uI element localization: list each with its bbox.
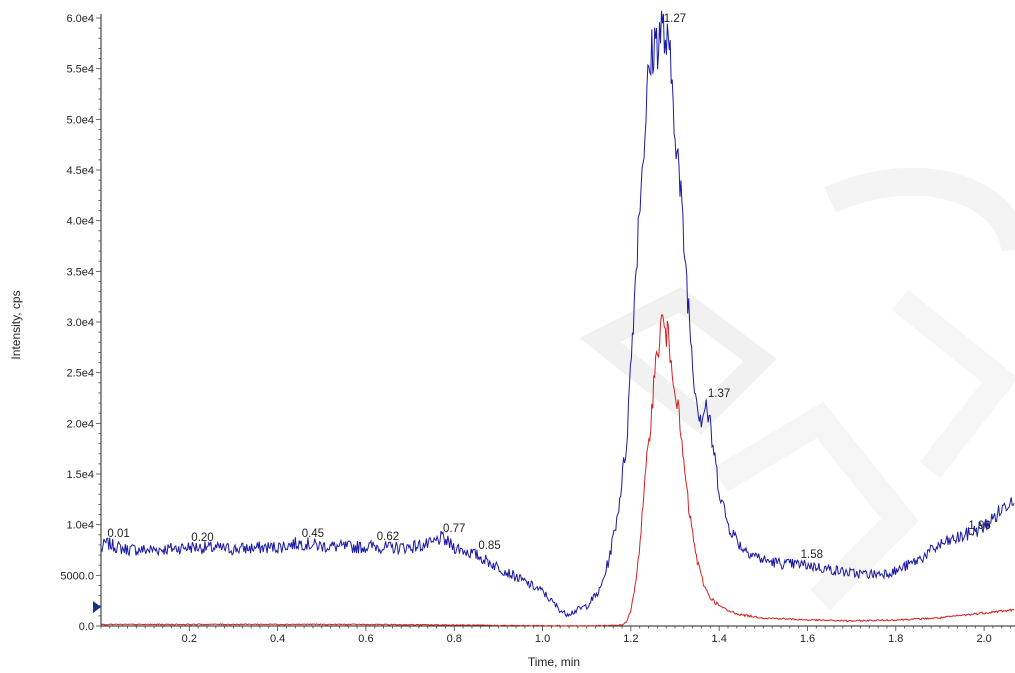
peak-label: 1.37 (708, 388, 730, 400)
x-tick-label: 1.8 (888, 633, 903, 645)
peak-label: 1.96 (968, 520, 990, 532)
y-axis-title: Intensity, cps (9, 290, 23, 359)
x-tick-label: 0.6 (358, 633, 373, 645)
series-line-1 (100, 314, 1015, 627)
series-line-0 (100, 10, 1015, 618)
y-tick-label: 2.5e4 (66, 368, 94, 380)
x-tick-label: 1.6 (800, 633, 815, 645)
x-axis-title: Time, min (528, 655, 580, 669)
axes: 0.2 0.4 0.6 0.8 1.0 1.2 1.4 1.6 1.8 2.0 0.0 5000.0 1… (60, 13, 1015, 645)
y-tick-label: 1.5e4 (66, 469, 94, 481)
peak-label: 1.27 (664, 13, 686, 25)
x-tick-label: 1.4 (712, 633, 727, 645)
y-tick-label: 1.0e4 (66, 520, 94, 532)
series-layer (100, 10, 1015, 627)
watermark-logo (579, 167, 1015, 610)
peak-label: 0.20 (191, 532, 213, 544)
x-tick-label: 0.2 (182, 633, 197, 645)
peak-label: 0.45 (302, 528, 324, 540)
peak-label: 0.01 (107, 528, 129, 540)
x-tick-label: 0.8 (447, 633, 462, 645)
peak-label: 0.62 (377, 531, 399, 543)
peak-label: 0.85 (478, 540, 500, 552)
y-tick-label: 3.0e4 (66, 317, 94, 329)
x-tick-label: 1.0 (535, 633, 550, 645)
y-tick-label: 6.0e4 (66, 13, 94, 25)
y-tick-label: 5.5e4 (66, 64, 94, 76)
peak-label: 0.77 (443, 523, 465, 535)
peak-label: 1.58 (801, 549, 823, 561)
y-tick-label: 2.0e4 (66, 418, 94, 430)
y-tick-label: 5000.0 (60, 570, 94, 582)
y-tick-label: 4.5e4 (66, 165, 94, 177)
peak-labels: 0.01 0.20 0.45 0.62 0.77 0.85 1.27 1.37 1.58 1.96 (107, 13, 990, 561)
x-tick-label: 1.2 (623, 633, 638, 645)
axis-marker-icon (93, 601, 101, 613)
y-tick-label: 0.0 (79, 621, 94, 633)
y-tick-label: 4.0e4 (66, 216, 94, 228)
x-tick-label: 2.0 (976, 633, 991, 645)
y-tick-label: 5.0e4 (66, 114, 94, 126)
x-tick-label: 0.4 (270, 633, 285, 645)
y-tick-label: 3.5e4 (66, 266, 94, 278)
